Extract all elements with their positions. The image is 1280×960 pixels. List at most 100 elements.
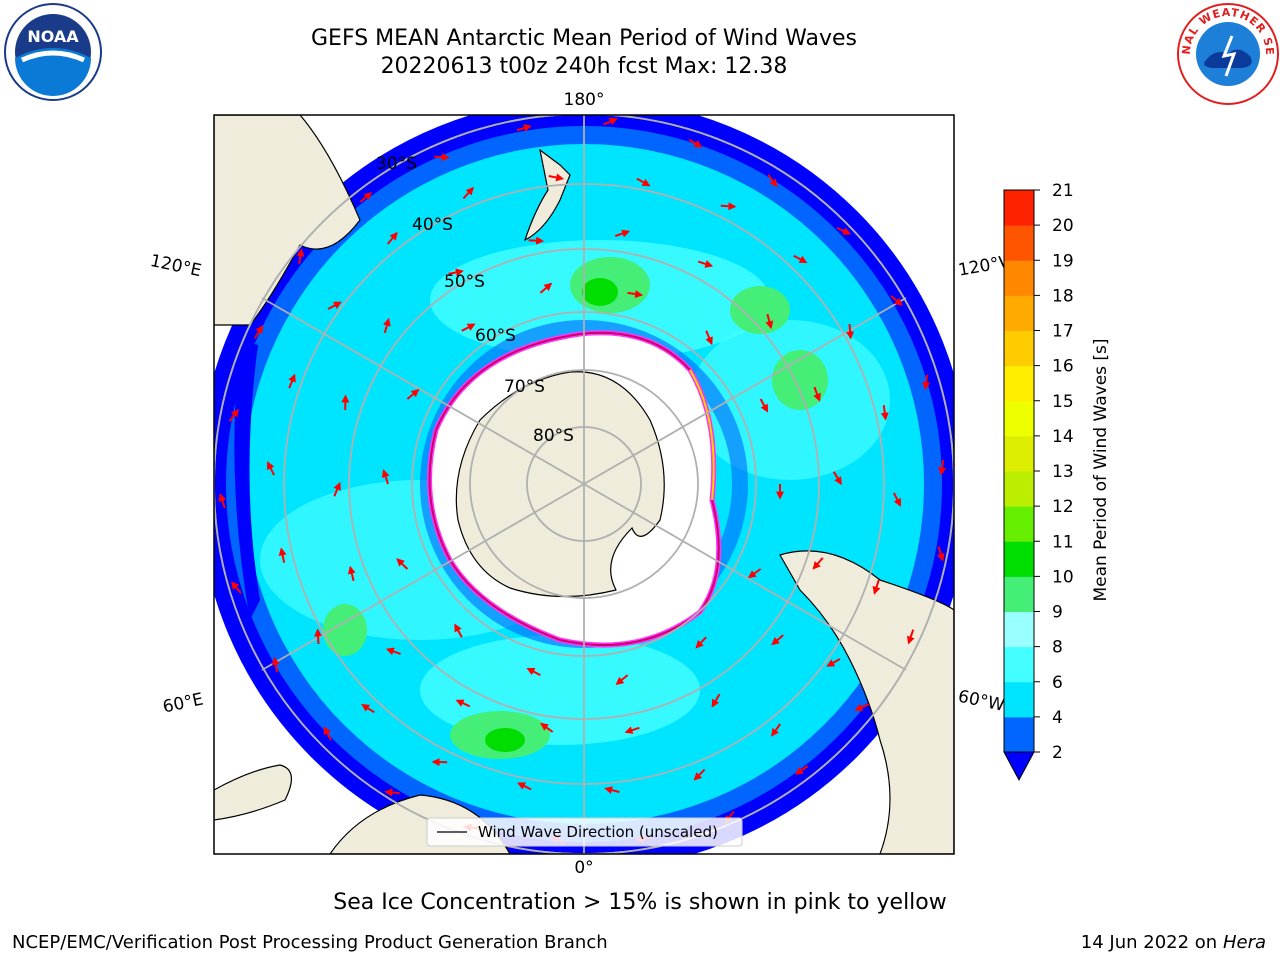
wave-direction-arrow <box>333 481 341 497</box>
wave-direction-arrow <box>539 282 553 294</box>
wave-direction-arrow <box>381 469 390 485</box>
wave-direction-arrow <box>359 192 373 203</box>
wave-direction-arrow <box>771 634 784 646</box>
colorbar-bin <box>1004 471 1034 507</box>
wave-direction-arrow <box>906 629 915 645</box>
colorbar-tick-label: 13 <box>1052 462 1074 482</box>
wave-direction-arrow <box>548 173 565 182</box>
wave-direction-arrow <box>253 325 264 339</box>
colorbar-tick-label: 16 <box>1052 357 1074 377</box>
wind-wave-legend: Wind Wave Direction (unscaled) <box>426 817 743 847</box>
footer-date-text: 14 Jun 2022 on <box>1080 932 1218 953</box>
lat-label-80s: 80°S <box>533 426 574 446</box>
wave-direction-arrow <box>516 124 532 132</box>
wave-direction-arrow <box>323 726 332 741</box>
colorbar-tick-label: 6 <box>1052 673 1063 693</box>
colorbar-tick-label: 21 <box>1052 181 1074 201</box>
colorbar-bin <box>1004 576 1034 612</box>
wave-direction-arrow <box>846 323 855 340</box>
south-america <box>779 550 954 854</box>
wave-direction-arrow <box>517 782 532 791</box>
wave-direction-arrow <box>826 658 841 667</box>
colorbar-tick-label: 20 <box>1052 216 1074 236</box>
wave-direction-arrow <box>314 628 323 645</box>
wave-direction-arrow <box>387 231 398 245</box>
colorbar-tick-label: 14 <box>1052 427 1074 447</box>
wave-direction-arrow <box>697 260 714 268</box>
wave-direction-arrow <box>278 547 287 563</box>
wave-direction-arrow <box>767 174 778 188</box>
wave-direction-arrow <box>936 546 945 562</box>
colorbar-bin <box>1004 435 1034 472</box>
wave-direction-arrow <box>747 568 762 579</box>
lon-label-180: 180° <box>564 90 605 110</box>
lat-label-70s: 70°S <box>504 377 545 397</box>
wave-direction-arrow <box>720 202 737 211</box>
wave-direction-arrow <box>771 723 782 737</box>
wave-direction-arrow <box>938 459 947 476</box>
lat-label-60s: 60°S <box>475 326 516 346</box>
wave-direction-arrow <box>406 388 420 400</box>
colorbar-bin <box>1004 295 1034 331</box>
legend-label: Wind Wave Direction (unscaled) <box>478 823 718 841</box>
colorbar-bin <box>1004 330 1034 367</box>
wave-direction-arrow <box>812 557 824 570</box>
wave-direction-arrow <box>836 226 852 235</box>
wave-direction-arrow <box>872 579 881 595</box>
wave-direction-arrow <box>695 636 707 649</box>
wave-direction-arrow <box>327 301 342 310</box>
new-zealand <box>523 148 571 242</box>
nws-logo-icon: NATIONAL WEATHER SERVICE <box>1176 2 1279 105</box>
noaa-logo-text: NOAA <box>27 27 79 46</box>
colorbar-tick-label: 17 <box>1052 322 1074 342</box>
wave-direction-arrow <box>296 248 305 264</box>
wave-direction-arrow <box>383 317 391 334</box>
chart-title-line1: GEFS MEAN Antarctic Mean Period of Wind … <box>311 26 857 51</box>
noaa-logo-icon: NOAA <box>4 3 102 101</box>
colorbar-bin <box>1004 365 1034 402</box>
sea-ice-note: Sea Ice Concentration > 15% is shown in … <box>333 890 947 915</box>
wave-direction-arrow <box>603 117 618 126</box>
wave-direction-arrow <box>711 693 721 708</box>
wave-direction-arrow <box>540 722 554 733</box>
wave-direction-arrow <box>893 492 902 507</box>
footer-date: 14 Jun 2022 on Hera <box>1081 932 1266 953</box>
wave-direction-arrow <box>794 765 809 775</box>
colorbar-bin <box>1004 260 1034 296</box>
wave-direction-arrow <box>813 386 821 402</box>
wave-direction-arrow <box>759 398 769 413</box>
australia <box>214 115 361 326</box>
wave-direction-arrow <box>705 330 713 346</box>
wave-direction-arrow <box>448 268 464 277</box>
wave-direction-arrow <box>526 667 541 676</box>
colorbar-tick-label: 8 <box>1052 638 1063 658</box>
colorbar-bin <box>1004 190 1034 226</box>
lat-label-40s: 40°S <box>412 215 453 235</box>
colorbar-bin <box>1004 400 1034 437</box>
colorbar-bin <box>1004 541 1034 577</box>
colorbar-tick-label: 19 <box>1052 251 1074 271</box>
wave-direction-arrow <box>454 623 463 638</box>
colorbar-under-arrow <box>1003 751 1035 782</box>
wave-direction-arrow <box>396 558 409 570</box>
wave-direction-arrow <box>688 138 703 148</box>
wave-direction-arrow <box>832 471 842 486</box>
wave-direction-arrow <box>228 408 239 422</box>
colorbar-bin <box>1004 681 1034 718</box>
wave-direction-arrow <box>347 565 356 582</box>
wave-direction-arrow <box>288 373 296 389</box>
colorbar-tick-label: 10 <box>1052 567 1074 587</box>
colorbar-bin <box>1004 506 1034 542</box>
wave-direction-arrow <box>218 493 227 509</box>
colorbar-tick-label: 18 <box>1052 286 1074 306</box>
wave-direction-arrow <box>627 290 644 298</box>
wave-direction-arrow <box>765 313 774 330</box>
wave-direction-arrow <box>528 236 545 245</box>
wave-direction-arrow <box>461 323 476 332</box>
wave-direction-arrow <box>266 461 275 476</box>
chart-title-line2: 20220613 t00z 240h fcst Max: 12.38 <box>380 54 788 79</box>
lon-label-60e: 60°E <box>161 689 205 717</box>
wave-direction-arrow <box>434 153 450 162</box>
footer-host: Hera <box>1222 932 1266 953</box>
